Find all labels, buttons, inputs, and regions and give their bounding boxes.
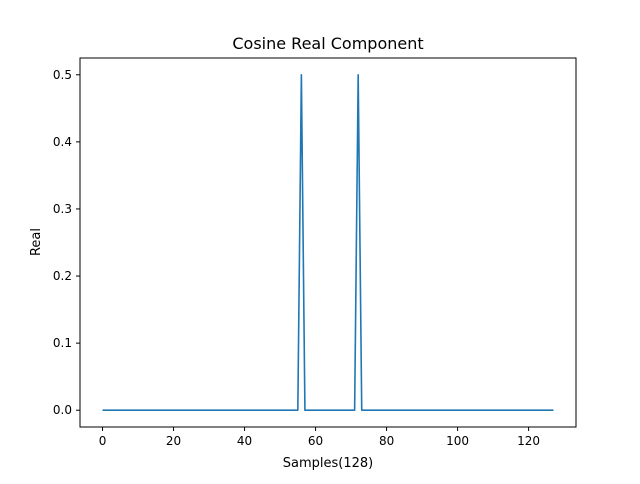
x-tick-label: 40 [237, 434, 252, 448]
x-tick-label: 60 [308, 434, 323, 448]
x-tick-label: 20 [166, 434, 181, 448]
y-tick-label: 0.1 [53, 336, 72, 350]
series-line-0 [102, 73, 554, 412]
x-tick-label: 0 [99, 434, 107, 448]
axes-frame [79, 57, 577, 428]
y-tick-label: 0.0 [53, 403, 72, 417]
plot-area [79, 57, 577, 428]
y-axis-label: Real [29, 228, 44, 256]
y-tick-label: 0.2 [53, 269, 72, 283]
chart-title: Cosine Real Component [232, 34, 423, 53]
y-axis-ticks: 0.0 0.1 0.2 0.3 0.4 0.5 [53, 68, 80, 417]
x-tick-label: 100 [446, 434, 469, 448]
x-tick-label: 80 [379, 434, 394, 448]
x-axis-label: Samples(128) [283, 456, 373, 471]
y-tick-label: 0.3 [53, 202, 72, 216]
y-tick-label: 0.5 [53, 68, 72, 82]
x-axis-ticks: 0 20 40 60 80 100 120 [99, 427, 540, 448]
y-tick-label: 0.4 [53, 135, 72, 149]
x-tick-label: 120 [517, 434, 540, 448]
